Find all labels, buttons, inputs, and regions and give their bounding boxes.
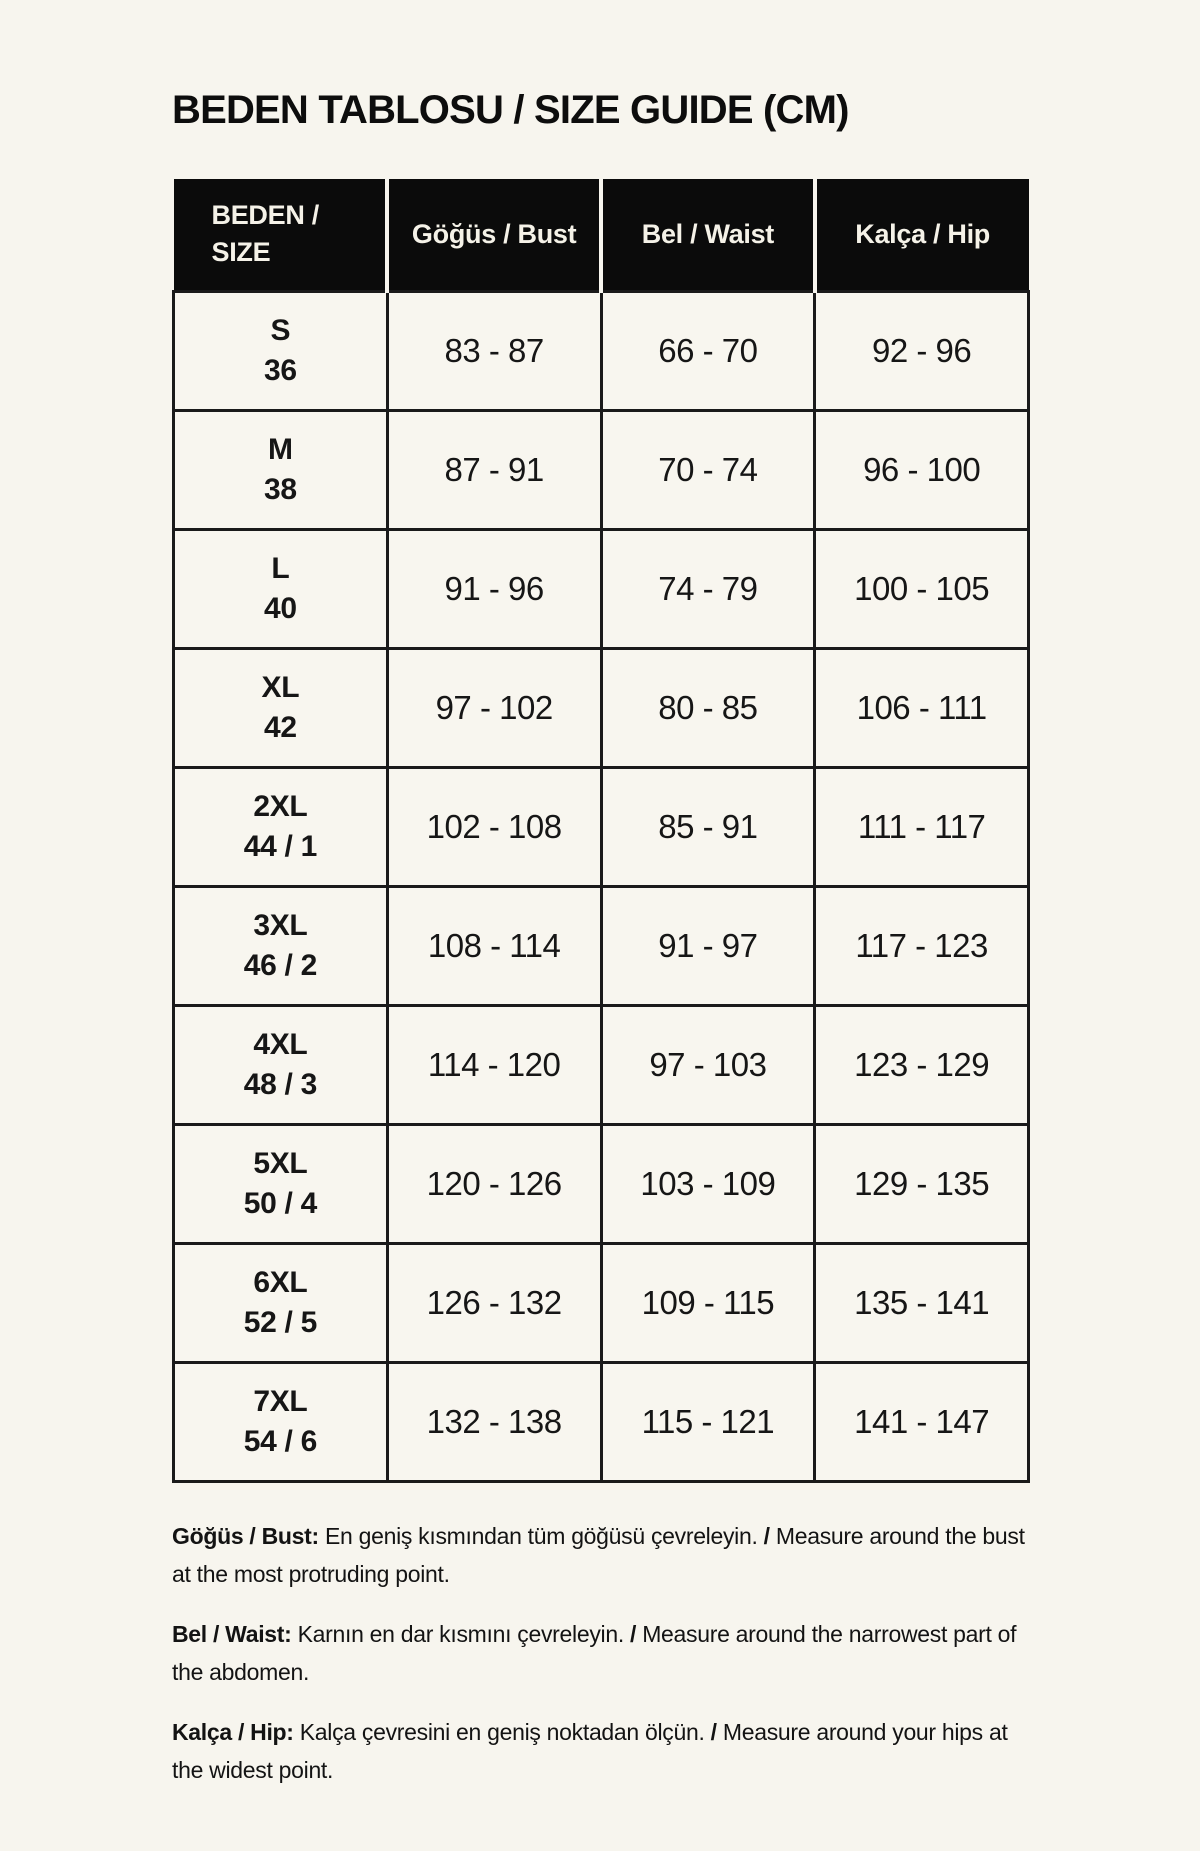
size-label: 4XL (253, 1027, 308, 1061)
table-row: 4XL 48 / 3 114 - 120 97 - 103 123 - 129 (172, 1003, 1030, 1126)
table-row: 7XL 54 / 6 132 - 138 115 - 121 141 - 147 (172, 1360, 1030, 1483)
size-label: M (268, 432, 293, 466)
size-label: 3XL (253, 908, 308, 942)
table-row: S 36 83 - 87 66 - 70 92 - 96 (172, 289, 1030, 412)
bust-cell: 126 - 132 (385, 1241, 603, 1364)
measurement-notes: Göğüs / Bust: En geniş kısmından tüm göğ… (172, 1517, 1030, 1789)
note-item: Göğüs / Bust: En geniş kısmından tüm göğ… (172, 1517, 1030, 1593)
table-row: 5XL 50 / 4 120 - 126 103 - 109 129 - 135 (172, 1122, 1030, 1245)
note-separator: / (630, 1620, 637, 1647)
size-label: 2XL (253, 789, 308, 823)
hip-cell: 106 - 111 (813, 646, 1030, 769)
note-text-english: Measure around the narrowest part of the… (172, 1620, 1017, 1685)
header-cell-hip: Kalça / Hip (812, 179, 1029, 291)
hip-cell: 135 - 141 (813, 1241, 1030, 1364)
hip-cell: 141 - 147 (813, 1360, 1030, 1483)
bust-cell: 97 - 102 (385, 646, 603, 769)
waist-cell: 97 - 103 (599, 1003, 817, 1126)
hip-cell: 117 - 123 (813, 884, 1030, 1007)
note-text-turkish: Karnın en dar kısmını çevreleyin. (297, 1620, 625, 1647)
size-cell: 3XL 46 / 2 (172, 884, 389, 1007)
note-text-english: Measure around your hips at the widest p… (172, 1718, 1008, 1783)
size-cell: 5XL 50 / 4 (172, 1122, 389, 1245)
size-cell: S 36 (172, 289, 389, 412)
note-text-english: Measure around the bust at the most prot… (172, 1522, 1025, 1587)
note-item: Bel / Waist: Karnın en dar kısmını çevre… (172, 1615, 1030, 1691)
bust-cell: 114 - 120 (385, 1003, 603, 1126)
table-row: L 40 91 - 96 74 - 79 100 - 105 (172, 527, 1030, 650)
size-cell: 2XL 44 / 1 (172, 765, 389, 888)
waist-cell: 70 - 74 (599, 408, 817, 531)
waist-cell: 91 - 97 (599, 884, 817, 1007)
bust-cell: 108 - 114 (385, 884, 603, 1007)
size-table-header: BEDEN / SIZE Göğüs / Bust Bel / Waist Ka… (173, 179, 1029, 291)
size-label: S (270, 313, 291, 347)
table-row: M 38 87 - 91 70 - 74 96 - 100 (172, 408, 1030, 531)
hip-cell: 92 - 96 (813, 289, 1030, 412)
bust-cell: 87 - 91 (385, 408, 603, 531)
tr-size-label: 42 (263, 710, 297, 744)
note-separator: / (710, 1718, 717, 1745)
waist-cell: 74 - 79 (599, 527, 817, 650)
size-label: L (271, 551, 290, 585)
hip-cell: 96 - 100 (813, 408, 1030, 531)
header-size-line2: SIZE (211, 237, 271, 268)
waist-cell: 85 - 91 (599, 765, 817, 888)
size-label: 6XL (253, 1265, 308, 1299)
tr-size-label: 52 / 5 (243, 1305, 318, 1339)
size-cell: M 38 (172, 408, 389, 531)
table-row: 3XL 46 / 2 108 - 114 91 - 97 117 - 123 (172, 884, 1030, 1007)
table-row: 2XL 44 / 1 102 - 108 85 - 91 111 - 117 (172, 765, 1030, 888)
hip-cell: 129 - 135 (813, 1122, 1030, 1245)
waist-cell: 115 - 121 (599, 1360, 817, 1483)
waist-cell: 80 - 85 (599, 646, 817, 769)
header-cell-bust: Göğüs / Bust (385, 179, 601, 291)
tr-size-label: 54 / 6 (243, 1424, 318, 1458)
header-row: BEDEN / SIZE Göğüs / Bust Bel / Waist Ka… (173, 179, 1029, 291)
size-label: 7XL (253, 1384, 308, 1418)
size-label: 5XL (253, 1146, 308, 1180)
waist-cell: 103 - 109 (599, 1122, 817, 1245)
table-row: 6XL 52 / 5 126 - 132 109 - 115 135 - 141 (172, 1241, 1030, 1364)
size-cell: XL 42 (172, 646, 389, 769)
size-cell: L 40 (172, 527, 389, 650)
note-label: Göğüs / Bust: (172, 1522, 319, 1549)
size-guide-table: BEDEN / SIZE Göğüs / Bust Bel / Waist Ka… (172, 179, 1030, 1483)
page-title: BEDEN TABLOSU / SIZE GUIDE (CM) (172, 88, 849, 132)
tr-size-label: 36 (263, 353, 297, 387)
hip-cell: 123 - 129 (813, 1003, 1030, 1126)
bust-cell: 91 - 96 (385, 527, 603, 650)
table-row: XL 42 97 - 102 80 - 85 106 - 111 (172, 646, 1030, 769)
bust-cell: 120 - 126 (385, 1122, 603, 1245)
size-label: XL (261, 670, 300, 704)
waist-cell: 109 - 115 (599, 1241, 817, 1364)
note-label: Bel / Waist: (172, 1620, 292, 1647)
size-cell: 7XL 54 / 6 (172, 1360, 389, 1483)
hip-cell: 100 - 105 (813, 527, 1030, 650)
size-cell: 6XL 52 / 5 (172, 1241, 389, 1364)
size-cell: 4XL 48 / 3 (172, 1003, 389, 1126)
bust-cell: 83 - 87 (385, 289, 603, 412)
tr-size-label: 44 / 1 (243, 829, 318, 863)
hip-cell: 111 - 117 (813, 765, 1030, 888)
waist-cell: 66 - 70 (599, 289, 817, 412)
note-separator: / (763, 1522, 770, 1549)
note-text-turkish: En geniş kısmından tüm göğüsü çevreleyin… (324, 1522, 758, 1549)
tr-size-label: 50 / 4 (243, 1186, 318, 1220)
bust-cell: 132 - 138 (385, 1360, 603, 1483)
bust-cell: 102 - 108 (385, 765, 603, 888)
tr-size-label: 46 / 2 (243, 948, 318, 982)
header-size-line1: BEDEN / (211, 200, 320, 231)
header-cell-size: BEDEN / SIZE (173, 179, 388, 291)
size-table-body: S 36 83 - 87 66 - 70 92 - 96 M 38 87 - 9… (172, 289, 1030, 1483)
tr-size-label: 48 / 3 (243, 1067, 318, 1101)
note-item: Kalça / Hip: Kalça çevresini en geniş no… (172, 1713, 1030, 1789)
header-cell-waist: Bel / Waist (599, 179, 815, 291)
note-label: Kalça / Hip: (172, 1718, 294, 1745)
tr-size-label: 40 (263, 591, 297, 625)
tr-size-label: 38 (263, 472, 297, 506)
note-text-turkish: Kalça çevresini en geniş noktadan ölçün. (299, 1718, 705, 1745)
